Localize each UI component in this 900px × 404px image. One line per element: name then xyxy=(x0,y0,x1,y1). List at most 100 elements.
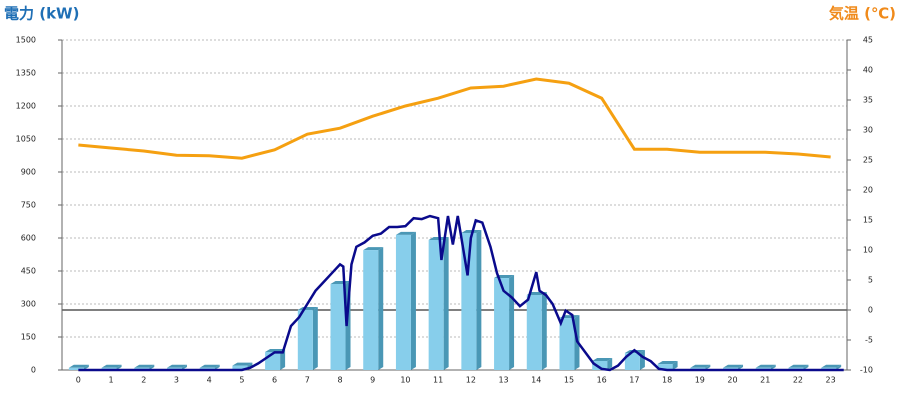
bar-top xyxy=(821,364,842,368)
bar xyxy=(68,367,84,370)
bar-top xyxy=(592,357,613,361)
bar-side xyxy=(476,229,482,370)
bar-side xyxy=(443,236,449,370)
bar xyxy=(494,278,510,370)
x-tick-label: 12 xyxy=(466,376,476,385)
y2-tick-label: 10 xyxy=(863,246,873,255)
y2-tick-label: 0 xyxy=(868,306,873,315)
bar-top xyxy=(330,280,351,284)
y-tick-label: 1050 xyxy=(16,135,36,144)
x-tick-label: 18 xyxy=(662,376,672,385)
bar-side xyxy=(607,357,613,370)
y-tick-label: 1350 xyxy=(16,69,36,78)
bar-top xyxy=(788,364,809,368)
bar-top xyxy=(232,362,253,366)
x-tick-label: 14 xyxy=(531,376,541,385)
y2-tick-label: -5 xyxy=(865,336,873,345)
y-tick-label: 0 xyxy=(31,366,36,375)
y2-tick-label: 25 xyxy=(863,156,873,165)
x-tick-label: 9 xyxy=(370,376,375,385)
x-tick-label: 5 xyxy=(239,376,244,385)
bar-top xyxy=(755,364,776,368)
bar-side xyxy=(280,348,286,370)
y2-tick-label: 20 xyxy=(863,186,873,195)
x-tick-label: 2 xyxy=(141,376,146,385)
bar-side xyxy=(509,275,515,370)
y-tick-label: 300 xyxy=(21,300,36,309)
bar-top xyxy=(134,364,155,368)
x-tick-label: 11 xyxy=(433,376,443,385)
bar-top xyxy=(461,229,482,233)
bar xyxy=(624,353,640,370)
bar xyxy=(330,283,346,370)
x-tick-label: 7 xyxy=(305,376,310,385)
x-tick-label: 10 xyxy=(400,376,410,385)
y-tick-label: 1200 xyxy=(16,102,36,111)
bar xyxy=(592,360,608,370)
y2-tick-label: 40 xyxy=(863,66,873,75)
y-tick-label: 1500 xyxy=(16,36,36,45)
x-tick-label: 3 xyxy=(174,376,179,385)
x-tick-label: 19 xyxy=(695,376,705,385)
x-tick-label: 4 xyxy=(207,376,212,385)
bar-top xyxy=(657,361,678,365)
bar xyxy=(395,234,411,370)
x-tick-label: 0 xyxy=(76,376,81,385)
x-tick-label: 8 xyxy=(337,376,342,385)
bar-top xyxy=(690,364,711,368)
bar-top xyxy=(199,364,220,368)
bar xyxy=(232,365,248,370)
bar-side xyxy=(639,350,645,370)
bar-side xyxy=(181,364,187,370)
x-tick-label: 20 xyxy=(727,376,737,385)
bar-side xyxy=(803,364,809,370)
bar-side xyxy=(214,364,220,370)
bar-side xyxy=(705,364,711,370)
y-tick-label: 600 xyxy=(21,234,36,243)
bar xyxy=(297,309,313,370)
bar-side xyxy=(410,231,416,370)
y2-tick-label: 15 xyxy=(863,216,873,225)
bar-top xyxy=(166,364,187,368)
y2-tick-label: 35 xyxy=(863,96,873,105)
y-tick-label: 900 xyxy=(21,168,36,177)
bar-side xyxy=(116,364,122,370)
x-tick-label: 15 xyxy=(564,376,574,385)
bar xyxy=(428,239,444,370)
bar xyxy=(363,250,379,370)
bar xyxy=(657,364,673,370)
x-tick-label: 22 xyxy=(793,376,803,385)
bar-side xyxy=(770,364,776,370)
bar-side xyxy=(149,364,155,370)
bar-side xyxy=(541,291,547,370)
y-tick-label: 150 xyxy=(21,333,36,342)
y-tick-label: 450 xyxy=(21,267,36,276)
x-tick-label: 17 xyxy=(629,376,639,385)
bar-top xyxy=(101,364,122,368)
bar-side xyxy=(836,364,842,370)
bar-top xyxy=(68,364,89,368)
x-tick-label: 1 xyxy=(109,376,114,385)
bar-side xyxy=(672,361,678,370)
bar-top xyxy=(363,247,384,251)
bar-top xyxy=(723,364,744,368)
bar-top xyxy=(395,231,416,235)
power-line xyxy=(78,214,844,372)
x-tick-label: 6 xyxy=(272,376,277,385)
x-tick-label: 13 xyxy=(498,376,508,385)
y-tick-label: 750 xyxy=(21,201,36,210)
y2-tick-label: 45 xyxy=(863,36,873,45)
y2-tick-label: -10 xyxy=(860,366,873,375)
y-axis-title: 電力 (kW) xyxy=(4,5,79,23)
bar xyxy=(559,318,575,370)
y2-tick-label: 30 xyxy=(863,126,873,135)
x-tick-label: 23 xyxy=(826,376,836,385)
bar-side xyxy=(738,364,744,370)
bar-side xyxy=(83,364,89,370)
x-tick-label: 16 xyxy=(597,376,607,385)
bar-side xyxy=(378,247,384,370)
x-tick-label: 21 xyxy=(760,376,770,385)
temperature-line xyxy=(78,77,831,160)
bar xyxy=(526,294,542,370)
